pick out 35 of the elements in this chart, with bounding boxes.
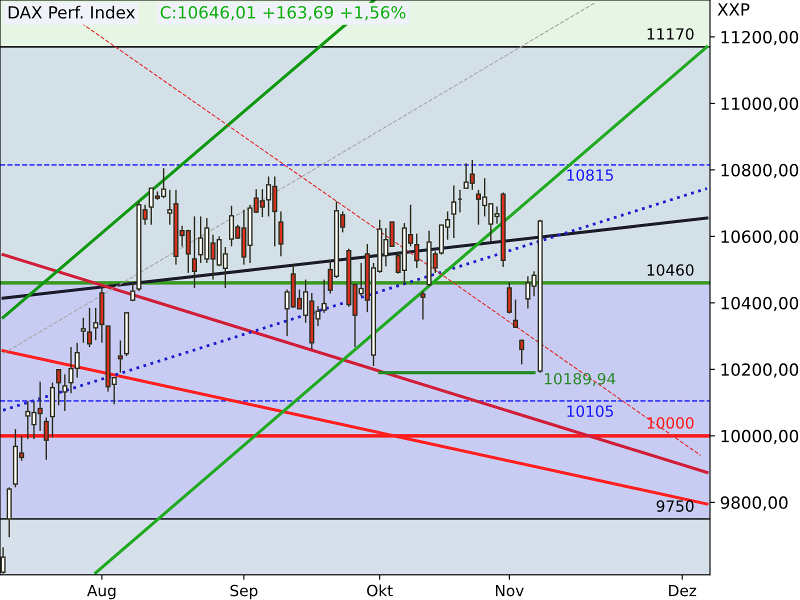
y-tick-label: 11000,00 <box>722 97 798 112</box>
y-tick-label: 10600,00 <box>722 230 798 245</box>
y-tick-label: 10400,00 <box>722 296 798 312</box>
candlestick <box>56 368 62 406</box>
candlestick <box>130 282 136 302</box>
ref-line-label: 10105 <box>567 405 613 417</box>
candlestick <box>414 233 420 269</box>
candlestick <box>420 290 426 320</box>
candlestick <box>0 546 6 574</box>
ref-line-label: 10815 <box>567 169 613 181</box>
chart-title: DAX Perf. Index <box>8 6 135 19</box>
y-tick-label: 10200,00 <box>722 363 798 378</box>
x-tick-label: Nov <box>496 584 524 596</box>
candlestick <box>44 416 49 460</box>
candlestick <box>278 210 284 258</box>
ref-line-label: 9750 <box>656 500 694 512</box>
candlestick <box>118 340 123 374</box>
y-tick-label: 10000,00 <box>722 430 798 444</box>
y-tick-label: 10800,00 <box>722 164 798 178</box>
candlestick <box>62 374 68 412</box>
annotation: 10189,94 <box>544 372 616 386</box>
candlestick <box>451 184 456 239</box>
text: XXP <box>718 3 750 16</box>
y-tick-label: 9800,00 <box>720 496 788 511</box>
x-tick-label: Aug <box>87 584 116 600</box>
chart-subtitle: C:10646,01 +163,69 +1,56% <box>160 6 406 20</box>
x-tick-label: Sep <box>230 584 258 600</box>
candlestick <box>192 216 198 289</box>
ref-line-label: 11170 <box>648 28 694 40</box>
x-tick-label: Okt <box>367 584 393 596</box>
candlestick <box>519 338 524 366</box>
y-tick-label: 11200,00 <box>722 30 798 46</box>
ref-line-label: 10460 <box>648 264 694 276</box>
x-tick-label: Dez <box>669 584 696 596</box>
candlestick <box>512 298 518 328</box>
